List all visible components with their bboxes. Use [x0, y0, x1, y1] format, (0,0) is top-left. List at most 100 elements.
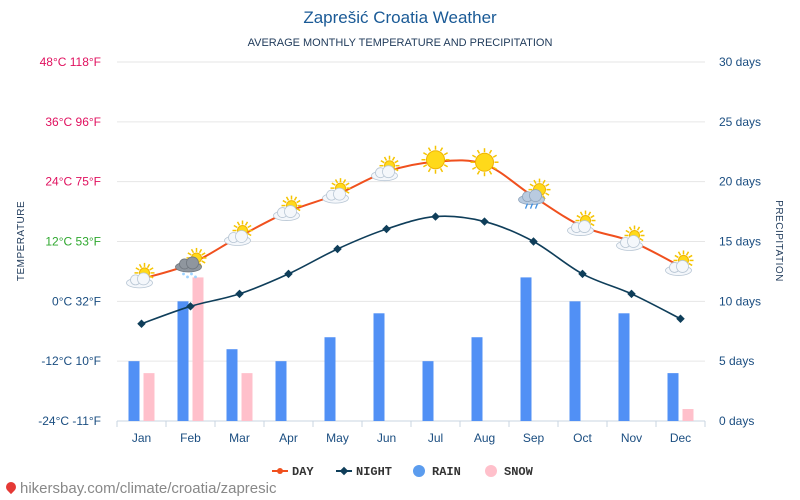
legend-item-snow[interactable]: SNOW	[485, 465, 534, 479]
night-point	[529, 237, 538, 246]
night-point	[186, 302, 195, 311]
rain-bar	[177, 301, 189, 421]
sun-ray	[391, 156, 396, 161]
right-tick-label: 25 days	[719, 115, 761, 129]
night-point	[480, 217, 489, 226]
sun-ray	[443, 152, 448, 156]
cloud-part	[137, 272, 150, 286]
sun-ray	[476, 149, 481, 154]
snow-bar	[192, 277, 204, 421]
sun-ray	[625, 229, 630, 234]
sun-ray	[334, 179, 339, 184]
source-link[interactable]: hikersbay.com/climate/croatia/zapresic	[3, 479, 277, 497]
cloud-part	[578, 220, 591, 233]
sun-ray	[427, 147, 432, 152]
sun-ray	[236, 221, 241, 226]
rain-bar	[373, 313, 385, 421]
left-tick-label: -12°C 10°F	[41, 354, 101, 368]
left-tick-label: 12°C 53°F	[45, 235, 101, 249]
legend-item-day[interactable]: DAY	[272, 465, 314, 479]
sun-ray	[439, 147, 444, 152]
partly-sunny-icon	[322, 178, 351, 204]
sun-ray	[492, 154, 497, 158]
cloud-part	[333, 187, 346, 201]
chart-title: Zaprešić Croatia Weather	[303, 8, 497, 27]
rain-bar	[128, 361, 140, 421]
sun-ray	[149, 275, 154, 279]
sun-ray	[394, 168, 399, 172]
sun-ray	[590, 222, 595, 227]
sun-ray	[383, 156, 388, 161]
month-label: Feb	[180, 431, 201, 445]
sun-ray	[639, 229, 644, 234]
rain-bar	[324, 337, 336, 421]
cloud-part	[676, 260, 689, 273]
source-url: hikersbay.com/climate/croatia/zapresic	[20, 480, 277, 497]
left-tick-label: -24°C -11°F	[38, 414, 101, 428]
legend[interactable]: DAY NIGHT RAIN SNOW	[272, 465, 534, 479]
partly-sunny-icon	[126, 262, 155, 289]
sun-ray	[247, 232, 252, 237]
sun-ray	[135, 267, 140, 271]
sun-ray	[472, 166, 477, 170]
partly-sunny-icon	[273, 195, 302, 221]
snow-cloud-icon	[175, 247, 207, 279]
sun-ray	[342, 179, 347, 184]
left-axis-ticks: 48°C 118°F 36°C 96°F 24°C 75°F 12°C 53°F 0°C…	[38, 55, 101, 428]
right-tick-label: 0 days	[719, 414, 754, 428]
sun-ray	[677, 251, 682, 256]
sun-disc	[475, 152, 494, 172]
sun-ray	[146, 263, 151, 269]
night-point	[431, 212, 440, 221]
night-temperature-line	[141, 215, 681, 325]
cloud-part	[382, 165, 395, 179]
partly-sunny-icon	[665, 250, 694, 276]
night-point	[333, 244, 342, 254]
legend-label: RAIN	[432, 465, 461, 479]
sun-ray	[488, 170, 493, 175]
rain-bar	[520, 277, 532, 421]
sun-ray	[439, 168, 444, 173]
sun-ray	[201, 260, 206, 264]
sun-ray	[247, 224, 252, 229]
right-axis-title: PRECIPITATION	[773, 200, 784, 282]
legend-item-rain[interactable]: RAIN	[413, 465, 461, 479]
snowflake	[186, 275, 189, 279]
month-label: Nov	[621, 431, 642, 445]
month-label: Oct	[573, 431, 592, 445]
sun-ray	[394, 160, 399, 164]
sun-icon	[470, 148, 499, 177]
sun-ray	[296, 199, 301, 204]
left-tick-label: 0°C 32°F	[52, 294, 101, 308]
snow-bar	[241, 373, 253, 421]
legend-marker	[277, 468, 283, 474]
sun-ray	[331, 182, 336, 186]
left-tick-label: 24°C 75°F	[45, 175, 101, 189]
night-point	[137, 319, 146, 329]
sun-ray	[138, 263, 143, 269]
month-label: Apr	[279, 431, 298, 445]
month-label: Dec	[670, 431, 691, 445]
partly-sunny-icon	[616, 225, 645, 251]
right-tick-label: 20 days	[719, 175, 761, 189]
sun-ray	[628, 226, 633, 231]
rain-bar	[275, 361, 287, 421]
legend-symbol	[485, 465, 497, 477]
rain-bar	[226, 349, 238, 421]
sun-ray	[576, 214, 581, 219]
rain-cloud-icon	[518, 178, 551, 209]
legend-label: NIGHT	[356, 465, 392, 479]
sun-ray	[529, 183, 534, 187]
sun-ray	[639, 237, 644, 242]
month-label: Jan	[132, 431, 151, 445]
sun-ray	[345, 190, 350, 194]
sun-ray	[587, 211, 592, 216]
legend-item-night[interactable]: NIGHT	[336, 465, 392, 479]
rain-bar	[618, 313, 630, 421]
sun-ray	[545, 183, 550, 187]
partly-sunny-icon	[371, 155, 400, 182]
grid-lines	[116, 61, 706, 427]
sun-ray	[533, 179, 537, 184]
sun-disc	[426, 150, 445, 170]
sun-ray	[187, 252, 192, 256]
